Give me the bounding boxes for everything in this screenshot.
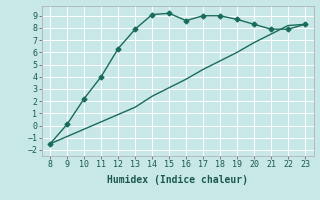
X-axis label: Humidex (Indice chaleur): Humidex (Indice chaleur) bbox=[107, 175, 248, 185]
